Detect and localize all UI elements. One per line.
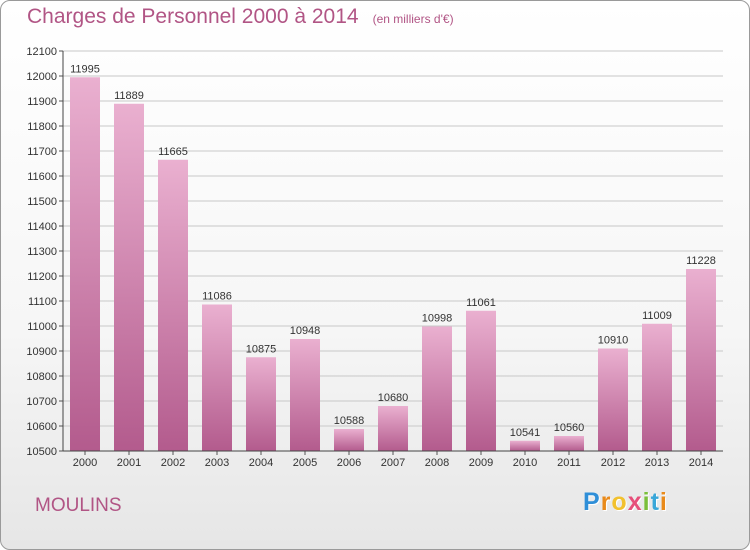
bar: [422, 326, 452, 451]
bar: [686, 269, 716, 451]
data-label: 10998: [422, 313, 453, 325]
y-tick-label: 11200: [27, 271, 57, 283]
bar: [510, 440, 540, 451]
data-label: 10875: [246, 343, 277, 355]
y-tick-label: 12100: [26, 46, 57, 58]
x-tick-label: 2006: [337, 457, 361, 469]
y-tick-label: 11400: [27, 221, 57, 233]
x-tick-label: 2010: [513, 457, 537, 469]
bar: [642, 323, 672, 451]
bar: [202, 304, 232, 451]
bar: [334, 429, 364, 451]
y-tick-label: 10900: [26, 346, 57, 358]
city-name: MOULINS: [35, 495, 122, 516]
x-tick-label: 2009: [469, 457, 493, 469]
data-label: 10588: [334, 415, 365, 427]
x-tick-label: 2004: [249, 457, 273, 469]
data-label: 10541: [510, 427, 541, 439]
x-tick-label: 2008: [425, 457, 449, 469]
bar: [554, 436, 584, 451]
bar: [466, 310, 496, 451]
x-tick-label: 2001: [117, 457, 141, 469]
data-label: 11995: [70, 63, 100, 75]
data-label: 10948: [290, 325, 321, 337]
data-label: 10910: [598, 335, 629, 347]
logo-letter: x: [627, 488, 643, 516]
x-tick-label: 2007: [381, 457, 405, 469]
y-tick-label: 10500: [26, 446, 57, 458]
y-tick-label: 11600: [27, 171, 57, 183]
x-tick-label: 2012: [601, 457, 625, 469]
x-tick-label: 2000: [73, 457, 97, 469]
logo-letter: t: [650, 488, 660, 516]
x-tick-label: 2005: [293, 457, 317, 469]
data-label: 10560: [554, 422, 585, 434]
bar: [290, 339, 320, 451]
logo-letter: r: [600, 488, 612, 516]
chart-title: Charges de Personnel 2000 à 2014 (en mill…: [27, 5, 454, 29]
y-tick-label: 11800: [27, 121, 57, 133]
data-label: 11009: [642, 310, 672, 322]
y-tick-label: 10600: [26, 421, 57, 433]
y-tick-label: 10700: [26, 396, 57, 408]
logo-letter: i: [659, 488, 668, 516]
y-tick-label: 11500: [27, 196, 57, 208]
data-label: 11889: [114, 90, 144, 102]
y-tick-label: 11700: [27, 146, 57, 158]
y-tick-label: 11900: [27, 96, 57, 108]
data-label: 10680: [378, 392, 409, 404]
data-label: 11228: [686, 255, 716, 267]
title-main: Charges de Personnel 2000 à 2014: [27, 5, 359, 28]
logo-letter: i: [642, 488, 651, 516]
x-tick-label: 2014: [689, 457, 713, 469]
proxiti-logo[interactable]: Proxiti: [583, 488, 668, 517]
data-label: 11086: [202, 291, 232, 303]
bar: [114, 103, 144, 451]
y-tick-label: 11100: [28, 296, 57, 308]
bar: [70, 77, 100, 451]
x-tick-label: 2002: [161, 457, 185, 469]
logo-letter: P: [583, 488, 601, 516]
data-label: 11061: [466, 297, 496, 309]
bar: [378, 406, 408, 451]
y-tick-label: 11000: [27, 321, 57, 333]
bar: [246, 357, 276, 451]
x-tick-label: 2013: [645, 457, 669, 469]
x-tick-label: 2011: [557, 457, 581, 469]
bar: [158, 159, 188, 451]
x-tick-label: 2003: [205, 457, 229, 469]
title-subtitle: (en milliers d'€): [372, 12, 454, 26]
data-label: 11665: [158, 146, 188, 158]
logo-letter: o: [611, 488, 628, 516]
y-tick-label: 11300: [27, 246, 57, 258]
y-tick-label: 10800: [26, 371, 57, 383]
bar: [598, 348, 628, 451]
y-tick-label: 12000: [26, 71, 57, 83]
